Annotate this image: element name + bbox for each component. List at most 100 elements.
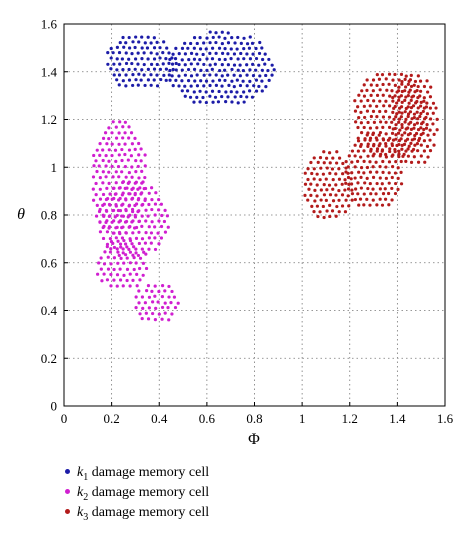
- series-1-point: [236, 101, 240, 105]
- series-2-point: [92, 153, 96, 158]
- series-1-point: [229, 57, 233, 61]
- series-1-point: [235, 90, 239, 94]
- series-1-point: [226, 63, 230, 67]
- series-2-point: [144, 252, 148, 256]
- series-3-point: [390, 186, 394, 191]
- series-3-point: [390, 131, 395, 135]
- series-2-point: [146, 317, 151, 321]
- series-1-point: [223, 57, 227, 62]
- series-1-point: [180, 46, 185, 50]
- series-1-point: [198, 89, 202, 93]
- series-1-point: [142, 51, 146, 55]
- series-3-point: [328, 171, 332, 175]
- series-2-point: [134, 159, 138, 163]
- series-3-point: [406, 94, 410, 98]
- series-1-point: [208, 63, 212, 67]
- series-2-point: [105, 142, 109, 146]
- series-1-point: [204, 79, 209, 83]
- series-1-point: [270, 63, 274, 67]
- series-1-point: [230, 79, 234, 83]
- series-3-point: [397, 120, 401, 124]
- series-2-point: [95, 169, 99, 174]
- series-2-point: [133, 213, 137, 217]
- series-1-point: [159, 77, 163, 82]
- series-1-point: [121, 79, 125, 83]
- series-3-point: [409, 141, 413, 145]
- series-3-point: [331, 178, 335, 182]
- series-2-point: [170, 289, 174, 294]
- series-2-point: [153, 284, 157, 288]
- series-3-point: [422, 96, 426, 100]
- series-3-point: [380, 148, 385, 152]
- series-3-point: [419, 126, 423, 130]
- series-1-point: [168, 78, 172, 82]
- series-1-point: [214, 51, 218, 55]
- series-2-point: [128, 272, 132, 276]
- series-1-point: [124, 51, 128, 55]
- series-2-point: [127, 148, 132, 152]
- series-3-point: [371, 175, 376, 179]
- series-3-point: [384, 120, 388, 124]
- series-2-point: [157, 219, 161, 223]
- series-1-point: [241, 79, 245, 83]
- series-3-point: [394, 133, 398, 137]
- series-3-point: [384, 142, 388, 146]
- series-3-point: [365, 176, 369, 180]
- series-2-point: [172, 295, 177, 299]
- series-1-point: [266, 68, 270, 73]
- series-3-point: [416, 96, 420, 100]
- series-2-point: [109, 262, 113, 266]
- series-1-point: [149, 83, 153, 87]
- series-3-point: [318, 156, 323, 160]
- series-2-point: [160, 213, 164, 218]
- series-2-point: [98, 230, 103, 234]
- series-2-point: [121, 225, 125, 229]
- series-2-point: [156, 231, 160, 235]
- series-2-point: [107, 170, 111, 174]
- series-2-point: [109, 284, 113, 288]
- series-3-point: [400, 122, 404, 127]
- series-1-point: [208, 51, 212, 55]
- series-3-point: [350, 188, 354, 192]
- series-2-point: [154, 191, 158, 195]
- series-2-point: [134, 251, 138, 255]
- series-3-point: [368, 181, 372, 186]
- series-1-point: [136, 83, 140, 87]
- series-1-point: [226, 52, 230, 56]
- series-2-point: [117, 253, 121, 257]
- series-2-point: [140, 237, 145, 241]
- series-1-point: [158, 46, 162, 50]
- series-3-point: [387, 115, 392, 119]
- series-2-point: [134, 202, 139, 206]
- series-2-point: [98, 220, 102, 224]
- series-2-point: [157, 242, 161, 246]
- series-2-point: [110, 131, 114, 135]
- series-2-point: [119, 245, 123, 249]
- series-1-point: [155, 62, 159, 67]
- series-1-point: [143, 41, 147, 45]
- series-1-point: [205, 36, 209, 40]
- series-2-point: [143, 186, 148, 191]
- series-3-point: [428, 149, 433, 153]
- series-3-point: [380, 182, 384, 186]
- series-3-point: [353, 99, 357, 103]
- series-2-point: [134, 247, 138, 251]
- series-3-point: [341, 161, 345, 166]
- series-2-point: [128, 213, 132, 217]
- series-2-point: [121, 180, 125, 184]
- series-2-point: [107, 202, 112, 207]
- series-3-point: [400, 100, 404, 104]
- series-3-point: [393, 83, 397, 87]
- series-1-point: [202, 84, 206, 88]
- series-2-point: [124, 208, 128, 212]
- series-2-point: [141, 202, 145, 207]
- series-3-point: [369, 147, 373, 151]
- series-1-point: [214, 73, 218, 77]
- y-tick-label: 1.4: [41, 64, 58, 79]
- series-3-point: [371, 89, 375, 93]
- series-3-point: [419, 111, 423, 116]
- series-3-point: [413, 79, 418, 84]
- series-1-point: [186, 79, 191, 83]
- series-3-point: [344, 170, 348, 174]
- series-2-point: [150, 198, 154, 202]
